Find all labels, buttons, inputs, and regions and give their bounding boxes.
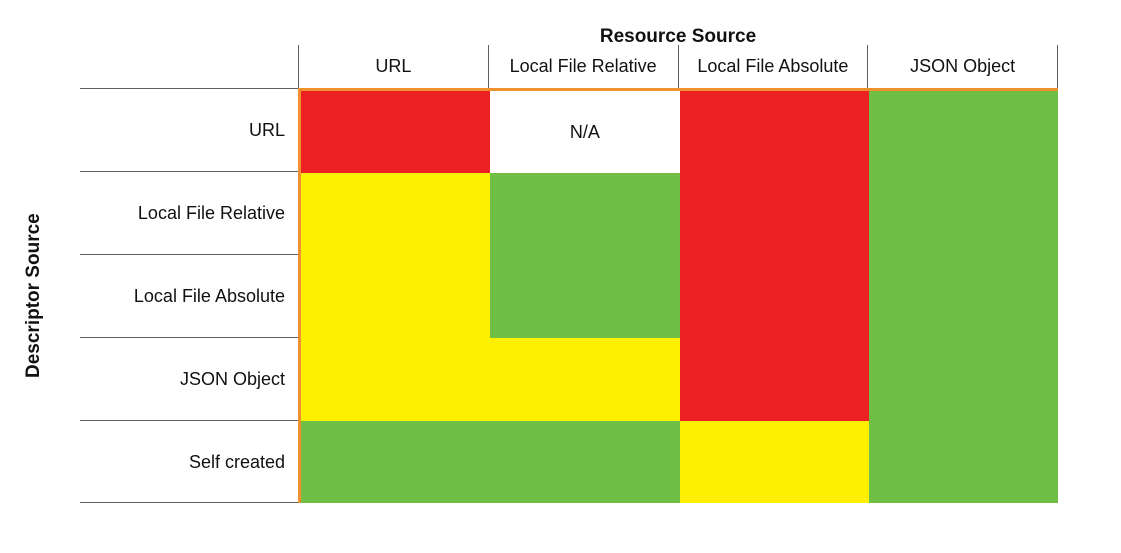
matrix-cell-self-created--local-file-relative <box>490 420 680 503</box>
matrix-cell-json-object--url <box>301 338 491 421</box>
matrix-cell-self-created--local-file-absolute <box>679 420 869 503</box>
row-labels: URL Local File Relative Local File Absolut… <box>80 88 298 503</box>
matrix-cell-url--local-file-absolute <box>679 91 869 174</box>
row-label-local-file-relative: Local File Relative <box>80 171 298 254</box>
matrix-cell-local-file-relative--local-file-absolute <box>679 173 869 256</box>
matrix-cell-local-file-relative--local-file-relative <box>490 173 680 256</box>
matrix-cell-local-file-absolute--local-file-relative <box>490 255 680 339</box>
matrix-cell-self-created--url <box>301 420 491 503</box>
matrix-cell-json-object--local-file-relative <box>490 338 680 421</box>
y-axis-title: Descriptor Source <box>23 213 44 378</box>
matrix-cell-url--json-object <box>868 91 1058 174</box>
matrix-cell-json-object--json-object <box>868 338 1058 421</box>
column-header-local-file-absolute: Local File Absolute <box>677 45 868 88</box>
column-header-json-object: JSON Object <box>867 45 1058 88</box>
matrix-cell-url--url <box>301 91 491 174</box>
column-header-local-file-relative: Local File Relative <box>487 45 678 88</box>
x-axis-title: Resource Source <box>599 26 757 47</box>
matrix-cell-local-file-relative--url <box>301 173 491 256</box>
matrix-cell-json-object--local-file-absolute <box>679 338 869 421</box>
row-label-json-object: JSON Object <box>80 337 298 420</box>
matrix-cell-local-file-absolute--local-file-absolute <box>679 255 869 339</box>
matrix-cell-local-file-absolute--json-object <box>868 255 1058 339</box>
matrix-grid: N/A <box>298 88 1058 503</box>
column-header-url: URL <box>298 45 488 88</box>
column-headers: URL Local File Relative Local File Absolut… <box>298 45 1058 88</box>
matrix-cell-local-file-absolute--url <box>301 255 491 339</box>
row-label-url: URL <box>80 88 298 171</box>
row-label-local-file-absolute: Local File Absolute <box>80 254 298 337</box>
row-label-self-created: Self created <box>80 420 298 503</box>
matrix-cell-local-file-relative--json-object <box>868 173 1058 256</box>
matrix-cell-self-created--json-object <box>868 420 1058 503</box>
matrix-cell-url--local-file-relative: N/A <box>490 91 680 174</box>
